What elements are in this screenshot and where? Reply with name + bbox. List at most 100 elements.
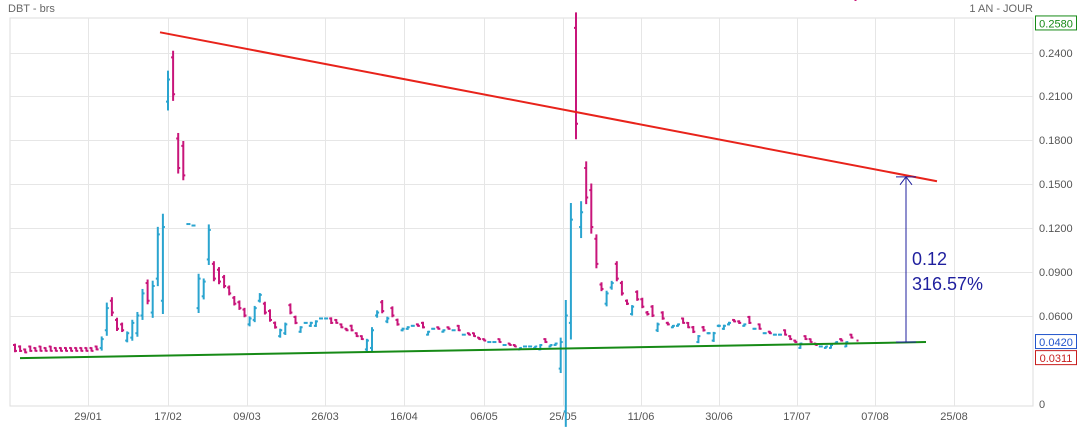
x-tick-label: 11/06 [628,411,655,423]
ohlc-bar [625,299,629,306]
ohlc-bar [431,327,436,330]
ohlc-bar [767,330,772,335]
ohlc-bar [512,344,517,348]
ohlc-bar [619,280,624,296]
ohlc-bar [53,346,58,352]
ohlc-bar [650,305,655,318]
ohlc-bar [191,224,196,227]
x-tick-label: 30/06 [705,411,733,423]
ohlc-bar [125,331,130,343]
ohlc-bar [451,329,456,332]
ohlc-bar [380,300,385,314]
price-badge-label: 0.2580 [1039,18,1073,30]
ohlc-bar [645,311,650,316]
ohlc-bar [415,323,420,327]
ohlc-bar [237,300,242,310]
y-tick-label: 0.1200 [1039,223,1073,235]
ohlc-bar [670,324,675,329]
ohlc-bar [716,324,721,328]
ohlc-bar [140,288,145,320]
ohlc-bar [130,319,135,341]
ohlc-bar [257,293,262,303]
ohlc-bar [69,346,74,352]
ohlc-bar [793,339,798,344]
ohlc-bar [742,323,747,327]
ohlc-bar [400,327,405,332]
ohlc-bar [166,70,170,111]
ohlc-bar [599,282,604,292]
ohlc-bar [268,309,272,322]
ohlc-bar [635,290,640,301]
ohlc-bar [655,322,660,333]
ohlc-bar [324,317,329,320]
ohlc-bar [788,335,793,341]
ohlc-bar [594,234,599,269]
price-badge-label: 0.0420 [1039,337,1073,349]
ohlc-bar [706,332,711,335]
ohlc-bar [507,342,512,346]
ohlc-bar [283,322,288,335]
price-badge-box [1035,334,1077,350]
ohlc-bar [135,311,140,337]
ohlc-bar [665,321,670,326]
ohlc-bar [563,300,568,427]
ohlc-bar [349,324,354,332]
ohlc-bar [242,307,247,318]
ohlc-bar [74,346,79,352]
ohlc-bar [181,141,186,181]
ohlc-bar [278,328,283,338]
ohlc-bar [502,344,507,346]
ohlc-bar [818,345,823,348]
ohlc-bar [609,280,614,290]
ohlc-bar [288,303,293,315]
ohlc-bar [528,345,533,348]
ohlc-bar [747,315,752,324]
ohlc-bar [104,302,109,336]
ohlc-bar [711,331,716,342]
ohlc-bar [727,321,731,326]
ohlc-bar [421,321,425,329]
ohlc-bar [364,338,369,352]
price-bars [13,0,859,427]
ohlc-bar [38,345,43,352]
ohlc-bar [206,224,211,265]
ohlc-bar [721,324,726,330]
ohlc-bar [313,320,318,327]
ohlc-bar [227,285,232,296]
y-tick-label: 0 [1039,399,1045,411]
ohlc-bar [849,333,854,339]
measure-change-value: 0.12 [912,249,947,269]
arrow-head-icon [899,176,913,186]
ohlc-bar [446,326,451,330]
x-tick-label: 26/03 [311,411,339,423]
measure-change-percent: 316.57% [912,274,983,294]
ohlc-bar [477,336,482,341]
ohlc-bar [492,341,497,344]
ohlc-bar [13,343,17,353]
ohlc-bar [660,311,665,320]
x-tick-label: 25/05 [549,411,577,423]
ohlc-bar [405,326,410,330]
ohlc-bar [18,345,23,353]
plot-frame [9,17,1034,407]
y-tick-label: 0.0900 [1039,267,1073,279]
ohlc-bar [604,290,609,307]
ohlc-bar [823,345,828,349]
ohlc-bar [829,344,833,349]
ohlc-bar [89,346,94,352]
price-badge: 0.0311 [1035,350,1077,366]
ohlc-bar [217,267,221,285]
ohlc-bar [589,183,594,234]
ohlc-bar [395,318,400,326]
ohlc-bar [247,316,252,327]
ohlc-bar [410,324,415,327]
ohlc-bar [273,321,278,329]
ohlc-bar [466,332,471,336]
ohlc-bar [426,330,431,336]
ohlc-bar [23,348,28,354]
ohlc-bar [676,323,680,327]
ohlc-bar [319,317,323,320]
resistance-trendline [159,31,938,183]
